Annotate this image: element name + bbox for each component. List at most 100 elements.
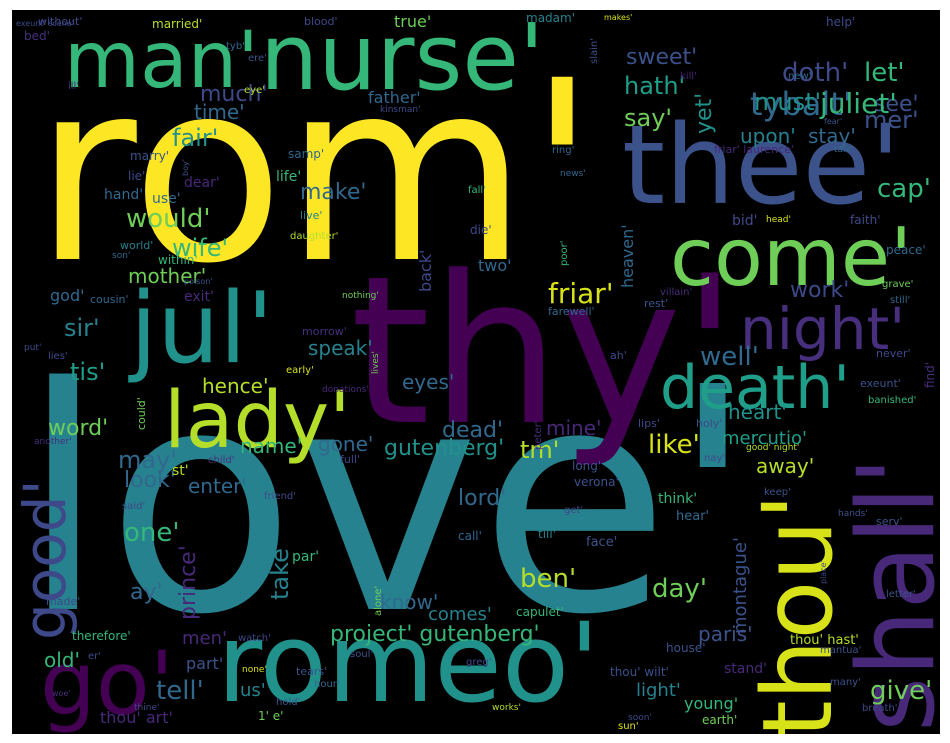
word-poison: poison' bbox=[184, 277, 213, 286]
word-news: news' bbox=[560, 169, 586, 179]
word-us: us' bbox=[240, 680, 266, 701]
word-par: par' bbox=[292, 549, 320, 565]
word-donations: donations' bbox=[322, 385, 369, 395]
word-till: till' bbox=[538, 527, 557, 541]
word-call: call' bbox=[458, 529, 482, 543]
word-get: get' bbox=[564, 505, 584, 516]
word-night: night' bbox=[740, 295, 906, 363]
word-thee: thee' bbox=[622, 101, 901, 229]
word-boy: boy' bbox=[181, 159, 190, 176]
word-farewell: farewell' bbox=[548, 305, 595, 318]
word-die: die' bbox=[470, 223, 492, 237]
word-serv: serv' bbox=[876, 515, 903, 528]
word-mer: mer' bbox=[864, 106, 919, 134]
word-bed: bed' bbox=[24, 29, 50, 43]
word-doth: doth' bbox=[782, 58, 849, 88]
word-juliet: juliet' bbox=[820, 87, 897, 120]
word-dead: dead' bbox=[442, 418, 503, 443]
word-st: st' bbox=[172, 463, 189, 479]
word-day: day' bbox=[652, 574, 707, 604]
word-use: use' bbox=[152, 191, 181, 207]
word-1e: 1' e' bbox=[258, 709, 284, 723]
word-kinsman: kinsman' bbox=[380, 105, 421, 115]
word-hence: hence' bbox=[202, 374, 269, 398]
word-light: light' bbox=[636, 680, 681, 701]
word-speak: speak' bbox=[308, 336, 373, 360]
word-cloud-canvas: rom' love' thy' nurse' man' thee' come' … bbox=[12, 10, 940, 734]
word-prince: prince' bbox=[176, 545, 201, 620]
word-part: part' bbox=[186, 654, 224, 673]
word-wife: wife' bbox=[172, 234, 229, 262]
word-fair: fair' bbox=[172, 124, 219, 152]
word-tis: tis' bbox=[70, 358, 106, 386]
word-say: say' bbox=[624, 104, 673, 132]
word-dear: dear' bbox=[184, 175, 220, 191]
word-jul: jul' bbox=[130, 272, 274, 386]
word-lives: lives' bbox=[371, 350, 381, 374]
word-new: new' bbox=[788, 71, 812, 82]
word-two: two' bbox=[478, 256, 512, 275]
word-ah: ah' bbox=[610, 349, 627, 362]
word-ay: ay' bbox=[130, 580, 163, 605]
word-old: old' bbox=[44, 648, 80, 672]
word-hand: hand' bbox=[104, 187, 144, 203]
word-makes: makes' bbox=[604, 13, 633, 22]
word-ere: ere' bbox=[248, 53, 267, 64]
word-daughter: daughter' bbox=[290, 231, 339, 242]
word-peace: peace' bbox=[886, 243, 926, 257]
word-nurse: nurse' bbox=[260, 10, 545, 111]
word-thouwilt: thou' wilt' bbox=[610, 665, 669, 679]
word-cousin: cousin' bbox=[90, 293, 129, 306]
word-tm: tm' bbox=[520, 436, 560, 464]
word-young: young' bbox=[684, 694, 739, 713]
word-thouhast: thou' hast' bbox=[790, 633, 859, 648]
word-word: word' bbox=[48, 416, 109, 441]
word-sir: sir' bbox=[64, 314, 100, 342]
word-exeunt: exeunt' bbox=[860, 377, 901, 390]
word-would: would' bbox=[126, 204, 211, 234]
word-greg: greg' bbox=[466, 657, 492, 668]
word-exit: exit' bbox=[184, 289, 214, 305]
word-mantua: mantua' bbox=[820, 645, 862, 656]
word-find: find' bbox=[923, 361, 937, 388]
word-work: work' bbox=[790, 278, 850, 303]
word-thine: thine' bbox=[134, 703, 160, 713]
word-head: head' bbox=[766, 215, 791, 225]
word-tell: tell' bbox=[156, 676, 204, 706]
word-man: man' bbox=[64, 16, 259, 106]
word-er: er' bbox=[88, 651, 102, 662]
word-bid: bid' bbox=[732, 213, 758, 229]
word-good: good' bbox=[12, 479, 79, 640]
word-verona: verona' bbox=[574, 475, 619, 489]
word-see: see' bbox=[874, 92, 919, 117]
word-paris: paris' bbox=[698, 622, 753, 646]
word-thouart: thou' art' bbox=[100, 708, 173, 727]
word-back: back' bbox=[416, 249, 435, 292]
word-watch: watch' bbox=[238, 633, 271, 644]
word-project: project' gutenberg' bbox=[330, 622, 540, 647]
word-well: well' bbox=[700, 342, 759, 372]
word-villain: villain' bbox=[660, 287, 693, 298]
word-lie: lie' bbox=[128, 169, 146, 183]
word-true: true' bbox=[394, 12, 432, 31]
word-father: father' bbox=[368, 88, 421, 107]
word-works: works' bbox=[492, 703, 521, 713]
word-let: let' bbox=[864, 58, 905, 88]
word-thou: thou' bbox=[742, 493, 854, 734]
word-alone: alone' bbox=[373, 585, 384, 616]
word-like: like' bbox=[648, 430, 700, 460]
word-poor: poor' bbox=[559, 240, 570, 266]
word-romeo: romeo' bbox=[217, 599, 600, 727]
word-eye: eye' bbox=[244, 85, 265, 96]
word-heaven: heaven' bbox=[618, 224, 637, 288]
word-life: life' bbox=[276, 169, 302, 185]
word-son: son' bbox=[112, 251, 131, 261]
word-mercutio: mercutio' bbox=[722, 428, 807, 449]
word-earth: earth' bbox=[702, 713, 738, 727]
word-cap: cap' bbox=[877, 174, 931, 204]
word-face: face' bbox=[586, 535, 618, 550]
word-house: house' bbox=[666, 641, 706, 655]
word-banished: banished' bbox=[868, 395, 917, 406]
word-gone: gone' bbox=[318, 432, 374, 456]
word-sweet: sweet' bbox=[626, 45, 698, 70]
